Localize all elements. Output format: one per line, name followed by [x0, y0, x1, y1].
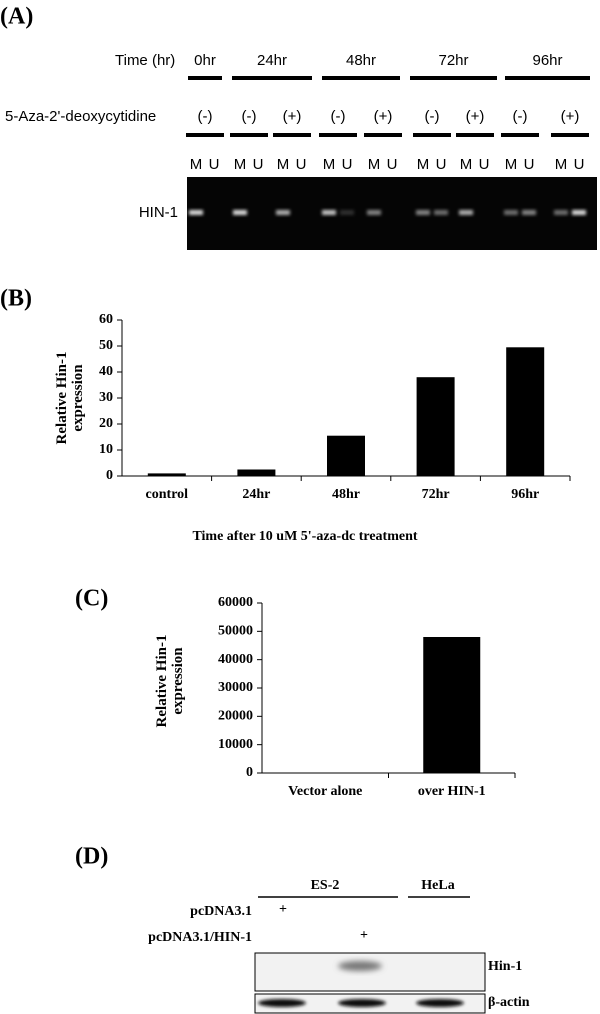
lane-label: U: [342, 156, 353, 173]
y-tick-label: 0: [246, 765, 253, 780]
bar: [423, 637, 481, 773]
band-label: β-actin: [488, 995, 530, 1010]
y-tick-label: 10000: [218, 737, 253, 752]
treatment-sign: (-): [198, 108, 213, 125]
x-tick-label: 96hr: [511, 487, 539, 502]
x-tick-label: 48hr: [332, 487, 360, 502]
gel-band: [459, 210, 473, 215]
y-tick-label: 40: [99, 364, 113, 379]
lane-label: M: [368, 156, 381, 173]
lane-label: U: [387, 156, 398, 173]
bar: [327, 435, 365, 476]
time-label: 0hr: [194, 52, 216, 69]
y-tick-label: 50: [99, 338, 113, 353]
lane-label: M: [190, 156, 203, 173]
bar: [237, 469, 276, 476]
treatment-sign: (-): [513, 108, 528, 125]
bar: [506, 347, 545, 476]
y-tick-label: 30: [99, 390, 113, 405]
y-tick-label: 0: [106, 468, 113, 483]
lane-label: U: [524, 156, 535, 173]
gene-label: HIN-1: [139, 204, 178, 221]
lane-label: U: [436, 156, 447, 173]
gel-band: [367, 210, 381, 215]
gel-band: [416, 210, 430, 215]
panel-label: (D): [75, 844, 108, 870]
lane-label: M: [234, 156, 247, 173]
lane-label: M: [323, 156, 336, 173]
group-label: ES-2: [311, 878, 340, 893]
lane-label: U: [209, 156, 220, 173]
gel-band: [522, 210, 536, 215]
lane-label: M: [555, 156, 568, 173]
y-tick-label: 50000: [218, 624, 253, 639]
x-axis-title: Time after 10 uM 5'-aza-dc treatment: [192, 529, 417, 544]
blot-band: [416, 999, 464, 1007]
treatment-sign: (-): [242, 108, 257, 125]
y-tick-label: 40000: [218, 652, 253, 667]
plus: +: [279, 902, 287, 917]
bar: [416, 377, 455, 476]
panel-label: (A): [0, 4, 33, 30]
gel-band: [189, 210, 203, 215]
y-tick-label: 10: [99, 442, 113, 457]
blot-band: [338, 999, 386, 1007]
gel-band: [554, 210, 568, 215]
x-tick-label: control: [146, 487, 189, 502]
time-label: 96hr: [532, 52, 562, 69]
gel-band: [434, 210, 448, 215]
x-tick-label: 24hr: [242, 487, 270, 502]
lane-label: M: [505, 156, 518, 173]
x-tick-label: Vector alone: [288, 784, 362, 799]
y-tick-label: 60: [99, 312, 113, 327]
panel-label: (C): [75, 586, 108, 612]
treatment-sign: (+): [561, 108, 580, 125]
y-axis-title: Relative Hin-1 expression: [54, 351, 86, 445]
x-tick-label: 72hr: [422, 487, 450, 502]
blot-band: [258, 999, 306, 1007]
gel-band: [233, 210, 247, 215]
lane-label: U: [296, 156, 307, 173]
drug-label: 5-Aza-2'-deoxycytidine: [5, 108, 156, 125]
lane-label: U: [253, 156, 264, 173]
treatment-sign: (-): [425, 108, 440, 125]
y-tick-label: 20000: [218, 709, 253, 724]
gel-band: [572, 210, 586, 215]
gel-band: [504, 210, 518, 215]
lane-label: M: [417, 156, 430, 173]
treatment-sign: (+): [466, 108, 485, 125]
gel-band: [276, 210, 290, 215]
y-axis-title: Relative Hin-1 expression: [154, 634, 186, 728]
row-label: pcDNA3.1/HIN-1: [148, 930, 252, 945]
time-label: Time (hr): [115, 52, 175, 69]
treatment-sign: (+): [283, 108, 302, 125]
lane-label: M: [277, 156, 290, 173]
lane-label: M: [460, 156, 473, 173]
gel-band: [340, 210, 354, 215]
lane-label: U: [574, 156, 585, 173]
treatment-sign: (+): [374, 108, 393, 125]
y-tick-label: 30000: [218, 680, 253, 695]
time-label: 48hr: [346, 52, 376, 69]
y-tick-label: 60000: [218, 595, 253, 610]
x-tick-label: over HIN-1: [418, 784, 486, 799]
row-label: pcDNA3.1: [190, 904, 252, 919]
bar: [147, 473, 186, 476]
lane-label: U: [479, 156, 490, 173]
band-label: Hin-1: [488, 959, 522, 974]
y-tick-label: 20: [99, 416, 113, 431]
plus: +: [360, 928, 368, 943]
treatment-sign: (-): [331, 108, 346, 125]
blot: [254, 952, 486, 992]
time-label: 24hr: [257, 52, 287, 69]
panel-label: (B): [0, 286, 32, 312]
time-label: 72hr: [438, 52, 468, 69]
blot-band: [338, 961, 382, 971]
group-label: HeLa: [421, 878, 454, 893]
gel-band: [322, 210, 336, 215]
